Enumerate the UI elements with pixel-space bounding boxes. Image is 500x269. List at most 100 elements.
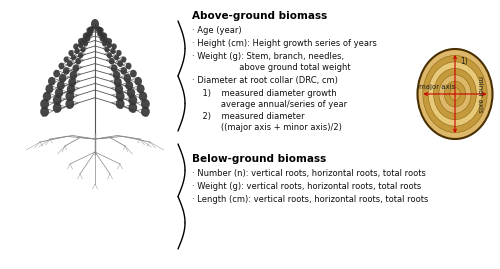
Ellipse shape bbox=[121, 56, 126, 62]
Text: · Weight (g): Stem, branch, needles,: · Weight (g): Stem, branch, needles, bbox=[192, 52, 344, 61]
Ellipse shape bbox=[114, 54, 119, 61]
Ellipse shape bbox=[127, 88, 135, 98]
Ellipse shape bbox=[85, 32, 90, 38]
Ellipse shape bbox=[128, 103, 137, 113]
Ellipse shape bbox=[128, 95, 137, 105]
Text: 2)    measured diameter: 2) measured diameter bbox=[192, 112, 304, 121]
Ellipse shape bbox=[74, 48, 80, 54]
Ellipse shape bbox=[82, 37, 87, 43]
Ellipse shape bbox=[434, 68, 476, 120]
Text: · Diameter at root collar (DRC, cm): · Diameter at root collar (DRC, cm) bbox=[192, 76, 338, 85]
Ellipse shape bbox=[64, 56, 69, 62]
Ellipse shape bbox=[68, 78, 76, 87]
Ellipse shape bbox=[130, 70, 137, 77]
Ellipse shape bbox=[78, 38, 83, 44]
Ellipse shape bbox=[439, 75, 471, 113]
Ellipse shape bbox=[78, 52, 83, 58]
Ellipse shape bbox=[116, 91, 124, 101]
Ellipse shape bbox=[134, 77, 142, 86]
Ellipse shape bbox=[103, 37, 108, 43]
Ellipse shape bbox=[66, 91, 74, 101]
Text: · Height (cm): Height growth series of years: · Height (cm): Height growth series of y… bbox=[192, 39, 377, 48]
Ellipse shape bbox=[113, 71, 120, 80]
Ellipse shape bbox=[57, 81, 65, 90]
Ellipse shape bbox=[71, 54, 76, 61]
Ellipse shape bbox=[100, 32, 105, 38]
Ellipse shape bbox=[97, 31, 102, 37]
Ellipse shape bbox=[109, 58, 114, 65]
Ellipse shape bbox=[90, 26, 94, 32]
Ellipse shape bbox=[107, 38, 112, 44]
Text: · Age (year): · Age (year) bbox=[192, 26, 242, 35]
Text: · Weight (g): vertical roots, horizontal roots, total roots: · Weight (g): vertical roots, horizontal… bbox=[192, 182, 421, 191]
Ellipse shape bbox=[67, 84, 75, 94]
Ellipse shape bbox=[98, 27, 103, 33]
Ellipse shape bbox=[43, 92, 51, 101]
Text: · Number (n): vertical roots, horizontal roots, total roots: · Number (n): vertical roots, horizontal… bbox=[192, 169, 426, 178]
Ellipse shape bbox=[124, 74, 131, 83]
Ellipse shape bbox=[53, 70, 60, 77]
Ellipse shape bbox=[116, 99, 124, 109]
Ellipse shape bbox=[111, 64, 117, 72]
Ellipse shape bbox=[53, 103, 62, 113]
Ellipse shape bbox=[100, 36, 105, 42]
Ellipse shape bbox=[83, 33, 88, 39]
Ellipse shape bbox=[118, 60, 123, 67]
Ellipse shape bbox=[428, 62, 482, 126]
Ellipse shape bbox=[96, 26, 100, 32]
Text: ((major axis + minor axis)/2): ((major axis + minor axis)/2) bbox=[192, 123, 342, 132]
Ellipse shape bbox=[107, 52, 112, 58]
Ellipse shape bbox=[67, 60, 72, 67]
Ellipse shape bbox=[58, 63, 64, 69]
Ellipse shape bbox=[80, 46, 86, 52]
Ellipse shape bbox=[126, 63, 132, 69]
Ellipse shape bbox=[91, 19, 99, 29]
Ellipse shape bbox=[70, 71, 77, 80]
Text: average annual/series of year: average annual/series of year bbox=[192, 100, 347, 109]
Ellipse shape bbox=[68, 50, 73, 56]
Text: Above-ground biomass: Above-ground biomass bbox=[192, 11, 327, 21]
Ellipse shape bbox=[110, 48, 116, 54]
Ellipse shape bbox=[102, 41, 107, 47]
Ellipse shape bbox=[112, 44, 117, 49]
Ellipse shape bbox=[125, 81, 133, 90]
Ellipse shape bbox=[114, 78, 122, 87]
Ellipse shape bbox=[418, 49, 492, 139]
Ellipse shape bbox=[73, 44, 78, 49]
Text: 1): 1) bbox=[460, 57, 468, 66]
Text: minor axis: minor axis bbox=[477, 76, 483, 112]
Ellipse shape bbox=[141, 107, 150, 117]
Ellipse shape bbox=[423, 55, 487, 133]
Ellipse shape bbox=[83, 41, 88, 47]
Ellipse shape bbox=[40, 99, 49, 109]
Ellipse shape bbox=[40, 107, 49, 117]
Text: 1)    measured diameter growth: 1) measured diameter growth bbox=[192, 89, 336, 98]
Ellipse shape bbox=[97, 27, 102, 33]
Ellipse shape bbox=[120, 67, 127, 75]
Ellipse shape bbox=[46, 84, 54, 93]
Ellipse shape bbox=[450, 88, 460, 100]
Ellipse shape bbox=[88, 27, 93, 33]
Ellipse shape bbox=[53, 95, 62, 105]
Ellipse shape bbox=[139, 92, 147, 101]
Ellipse shape bbox=[88, 31, 93, 37]
Text: major axis: major axis bbox=[419, 84, 455, 90]
Ellipse shape bbox=[102, 33, 107, 39]
Text: · Length (cm): vertical roots, horizontal roots, total roots: · Length (cm): vertical roots, horizonta… bbox=[192, 195, 428, 204]
Text: Below-ground biomass: Below-ground biomass bbox=[192, 154, 326, 164]
Ellipse shape bbox=[141, 99, 150, 109]
Ellipse shape bbox=[66, 99, 74, 109]
Ellipse shape bbox=[78, 42, 83, 48]
Ellipse shape bbox=[86, 27, 92, 33]
Ellipse shape bbox=[85, 36, 90, 42]
Ellipse shape bbox=[116, 50, 121, 56]
Ellipse shape bbox=[48, 77, 56, 86]
Text: above ground total weight: above ground total weight bbox=[192, 63, 350, 72]
Ellipse shape bbox=[136, 84, 144, 93]
Ellipse shape bbox=[59, 74, 66, 83]
Ellipse shape bbox=[76, 58, 81, 65]
Ellipse shape bbox=[104, 46, 110, 52]
Ellipse shape bbox=[63, 67, 70, 75]
Ellipse shape bbox=[444, 81, 466, 107]
Ellipse shape bbox=[72, 64, 79, 72]
